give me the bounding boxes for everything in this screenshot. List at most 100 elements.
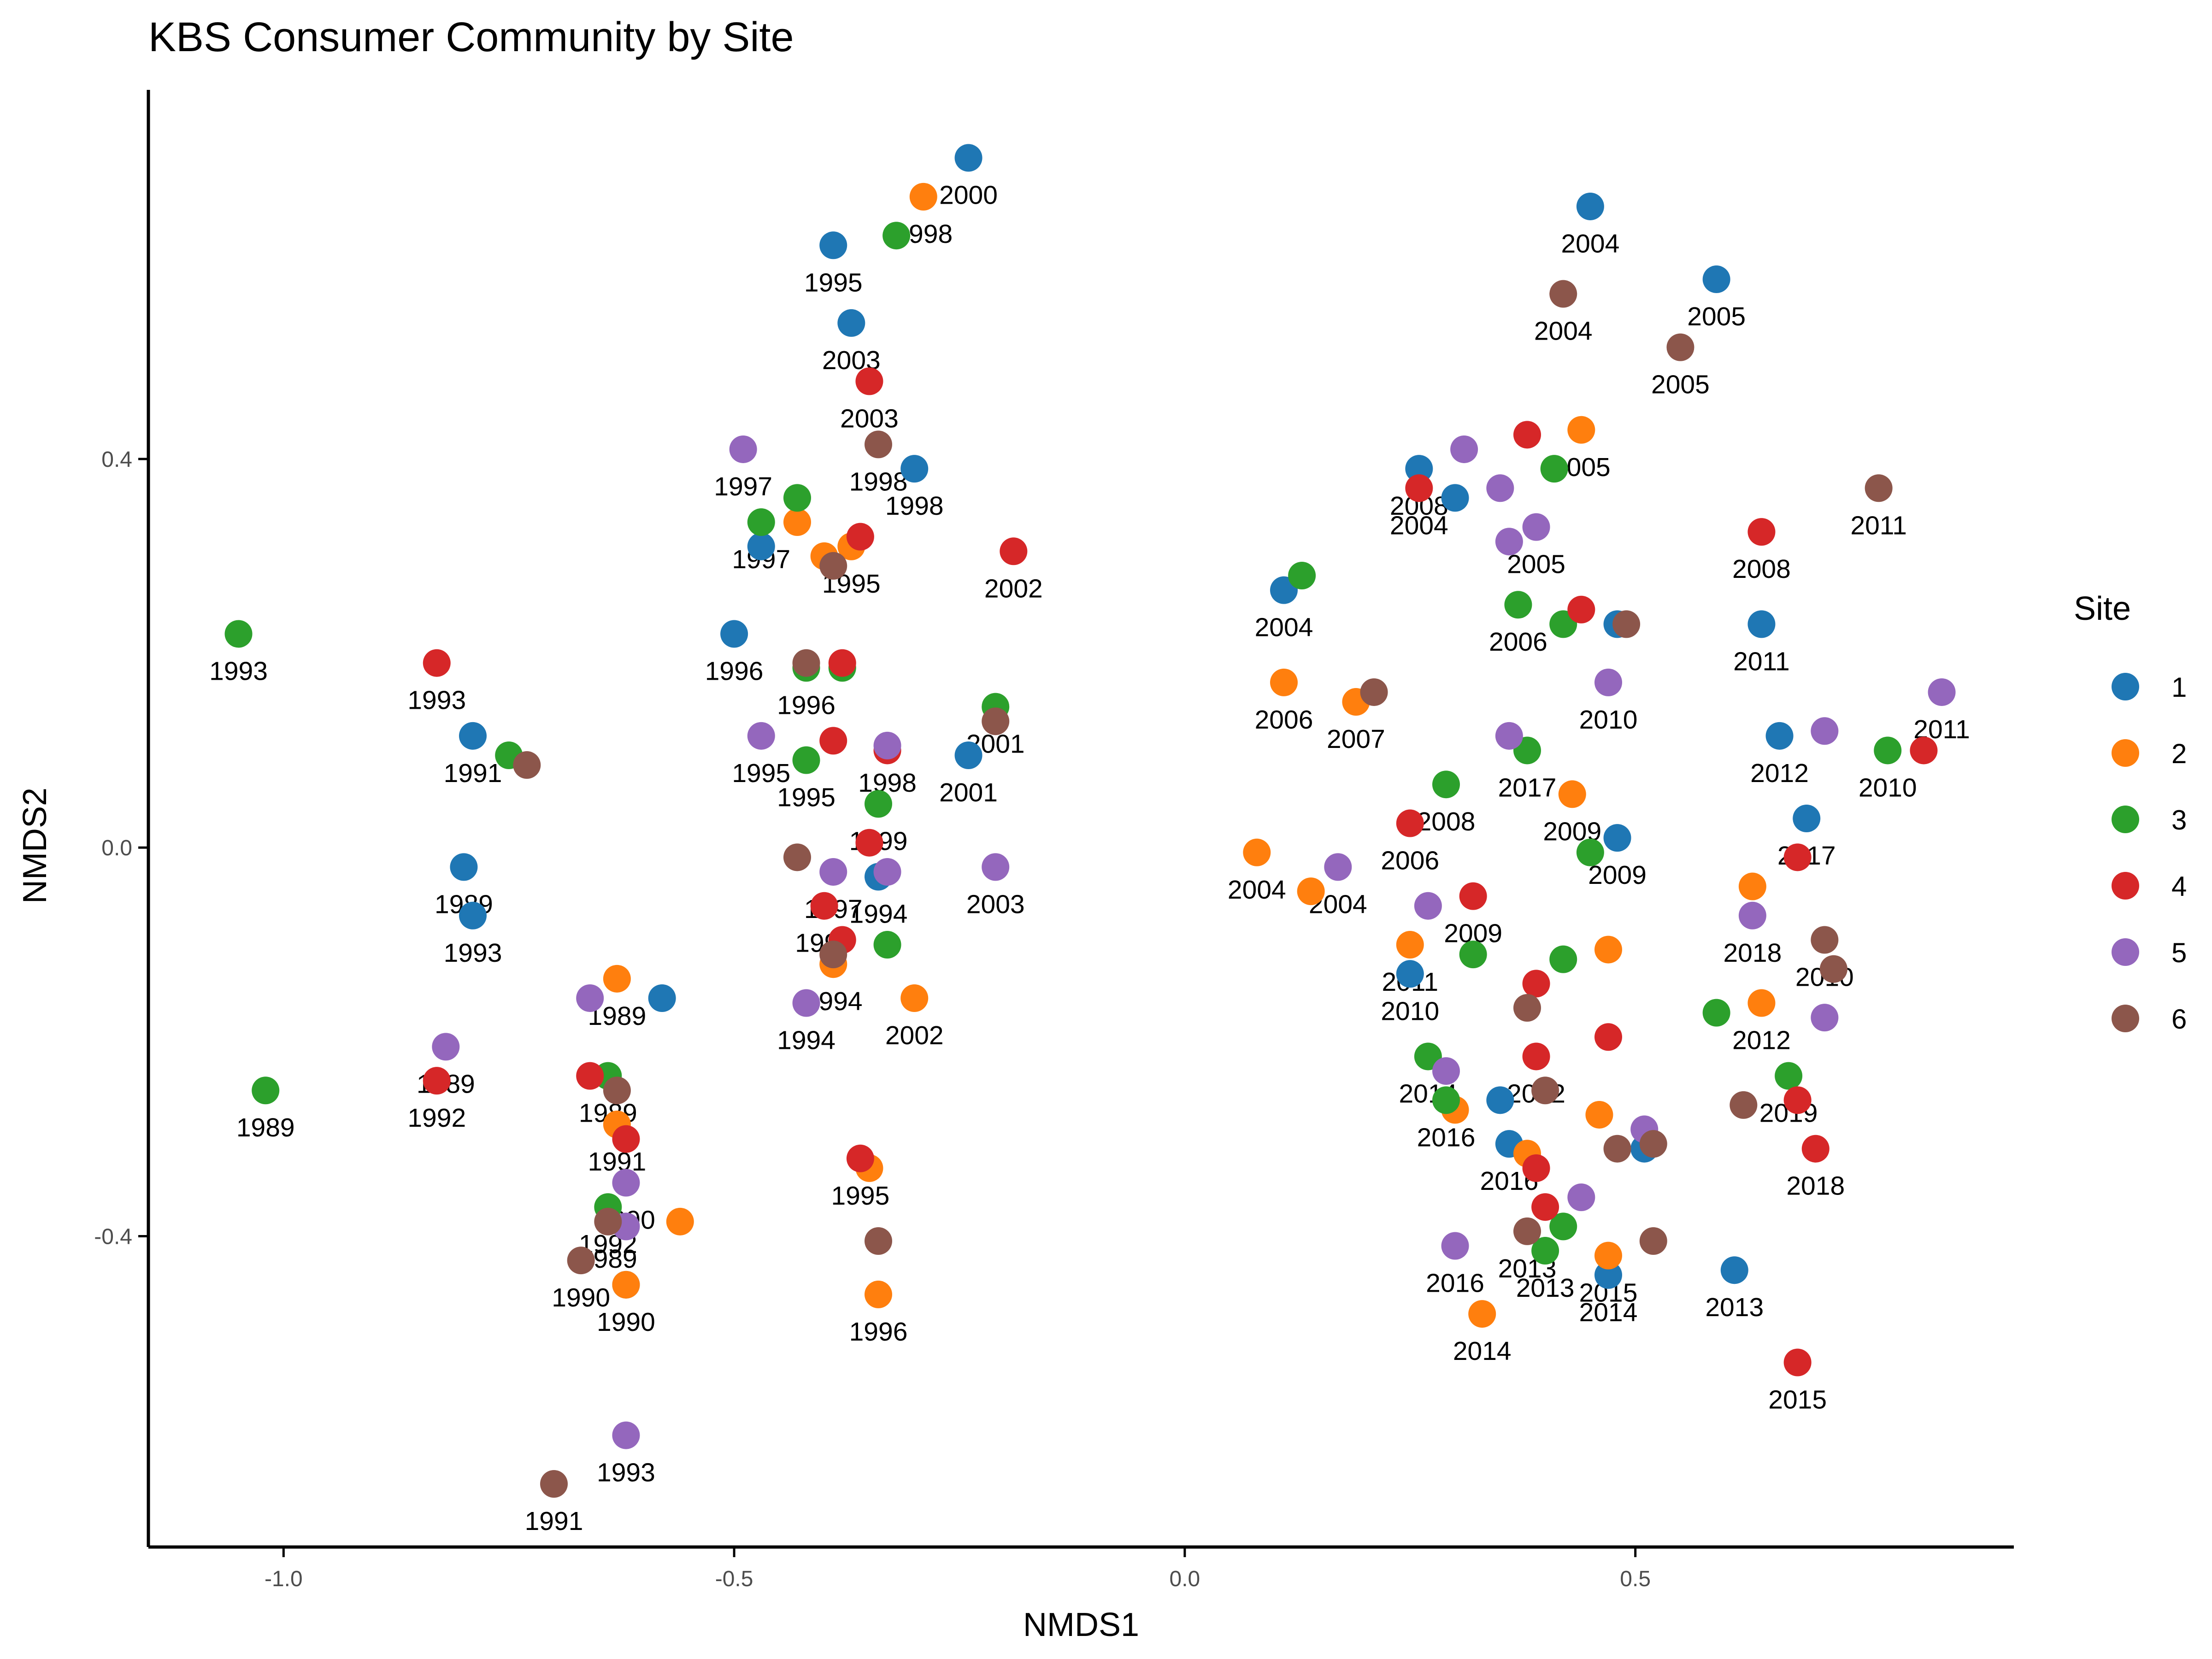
data-point-site-1	[1702, 265, 1730, 294]
data-point-site-3	[1531, 1237, 1559, 1265]
data-point-site-5	[982, 853, 1010, 881]
point-label: 2009	[1588, 860, 1647, 890]
data-point-site-5	[792, 989, 820, 1017]
data-point-site-1	[900, 455, 929, 483]
data-point-site-6	[567, 1247, 595, 1275]
data-point-site-5	[729, 435, 757, 463]
point-label: 2008	[1732, 554, 1791, 584]
data-point-site-4	[855, 829, 883, 857]
data-point-site-4	[1783, 843, 1812, 871]
data-point-site-5	[1594, 668, 1622, 696]
data-point-site-6	[1666, 333, 1694, 361]
legend-items: 1 2 3 4 5 6	[2112, 672, 2187, 1035]
legend-title: Site	[2074, 590, 2131, 627]
data-point-site-5	[873, 731, 901, 759]
data-point-site-2	[1468, 1300, 1496, 1328]
data-point-site-2	[1594, 935, 1622, 964]
data-point-site-5	[576, 984, 604, 1012]
legend-label: 1	[2171, 672, 2187, 703]
point-label: 1997	[714, 472, 772, 501]
data-point-site-2	[603, 965, 631, 993]
data-point-site-1	[1594, 1261, 1622, 1289]
data-point-site-4	[1594, 1023, 1622, 1051]
data-point-site-6	[1360, 678, 1388, 706]
data-point-site-3	[873, 931, 901, 959]
x-tick-label: 0.5	[1620, 1567, 1651, 1591]
point-label: 1995	[831, 1181, 889, 1211]
data-point-site-6	[865, 430, 892, 459]
data-point-site-5	[1432, 1057, 1460, 1085]
point-label: 2005	[1507, 550, 1565, 579]
chart-title: KBS Consumer Community by Site	[148, 14, 794, 60]
data-point-site-3	[252, 1077, 280, 1105]
data-point-site-2	[1747, 989, 1776, 1017]
data-point-site-4	[1522, 970, 1550, 998]
data-point-site-3	[1288, 562, 1316, 589]
data-point-site-3	[1549, 1212, 1577, 1241]
data-point-site-2	[900, 984, 929, 1012]
data-point-site-4	[1783, 1086, 1812, 1114]
data-point-site-6	[603, 1077, 631, 1105]
data-point-site-5	[1567, 1183, 1595, 1212]
data-point-site-3	[1549, 945, 1577, 973]
point-label: 1990	[552, 1283, 610, 1312]
point-label: 1995	[777, 783, 835, 812]
data-point-site-6	[819, 941, 847, 969]
data-point-site-4	[612, 1125, 640, 1153]
point-label: 2013	[1705, 1293, 1764, 1322]
point-label: 2003	[966, 889, 1025, 919]
point-label: 2011	[1733, 647, 1790, 676]
data-point-site-2	[1594, 1241, 1622, 1270]
data-point-site-5	[873, 858, 901, 886]
point-label: 2004	[1255, 613, 1313, 642]
data-point-site-3	[865, 790, 892, 818]
data-point-site-5	[1811, 717, 1839, 745]
point-label: 2016	[1426, 1269, 1484, 1298]
data-point-site-1	[1396, 960, 1424, 988]
data-point-site-4	[1396, 809, 1424, 837]
data-point-site-2	[612, 1271, 640, 1299]
point-label: 1996	[777, 690, 835, 720]
data-point-site-6	[1603, 1135, 1631, 1163]
data-point-site-2	[865, 1280, 892, 1308]
data-point-site-5	[612, 1421, 640, 1449]
data-point-site-4	[1522, 1154, 1550, 1182]
data-point-site-3	[1504, 591, 1532, 619]
data-point-site-1	[954, 144, 982, 172]
data-point-site-4	[810, 892, 838, 920]
point-label: 1998	[858, 768, 917, 798]
data-point-site-6	[1819, 955, 1847, 983]
point-label: 1996	[705, 656, 764, 686]
data-point-site-5	[612, 1169, 640, 1197]
data-point-site-4	[423, 1067, 451, 1095]
data-point-site-6	[783, 843, 811, 871]
data-point-site-1	[450, 853, 478, 881]
legend-label: 6	[2171, 1004, 2187, 1035]
data-point-site-4	[846, 523, 874, 551]
point-label: 2002	[984, 574, 1043, 603]
y-tick-label: 0.0	[101, 836, 132, 860]
data-point-site-4	[1459, 882, 1487, 910]
legend-key-site-6	[2112, 1005, 2139, 1032]
data-point-site-2	[1558, 780, 1586, 808]
point-label: 1996	[849, 1317, 908, 1347]
legend-label: 2	[2171, 738, 2187, 769]
data-point-site-1	[1765, 722, 1794, 750]
data-point-site-6	[1639, 1227, 1667, 1255]
point-label: 2012	[1750, 759, 1809, 788]
data-point-site-6	[982, 707, 1010, 735]
data-point-site-5	[432, 1033, 460, 1061]
point-label: 2018	[1723, 938, 1782, 968]
data-point-site-3	[1432, 1086, 1460, 1114]
data-point-site-1	[459, 901, 487, 930]
data-point-site-5	[1522, 513, 1550, 541]
data-point-site-4	[1405, 474, 1433, 502]
point-label: 1990	[597, 1307, 655, 1337]
data-point-site-6	[819, 552, 847, 580]
point-label: 2006	[1489, 627, 1547, 657]
data-point-site-5	[1486, 474, 1514, 502]
data-point-site-2	[1738, 872, 1766, 900]
data-point-site-4	[1531, 1193, 1559, 1221]
data-point-site-5	[819, 858, 847, 886]
